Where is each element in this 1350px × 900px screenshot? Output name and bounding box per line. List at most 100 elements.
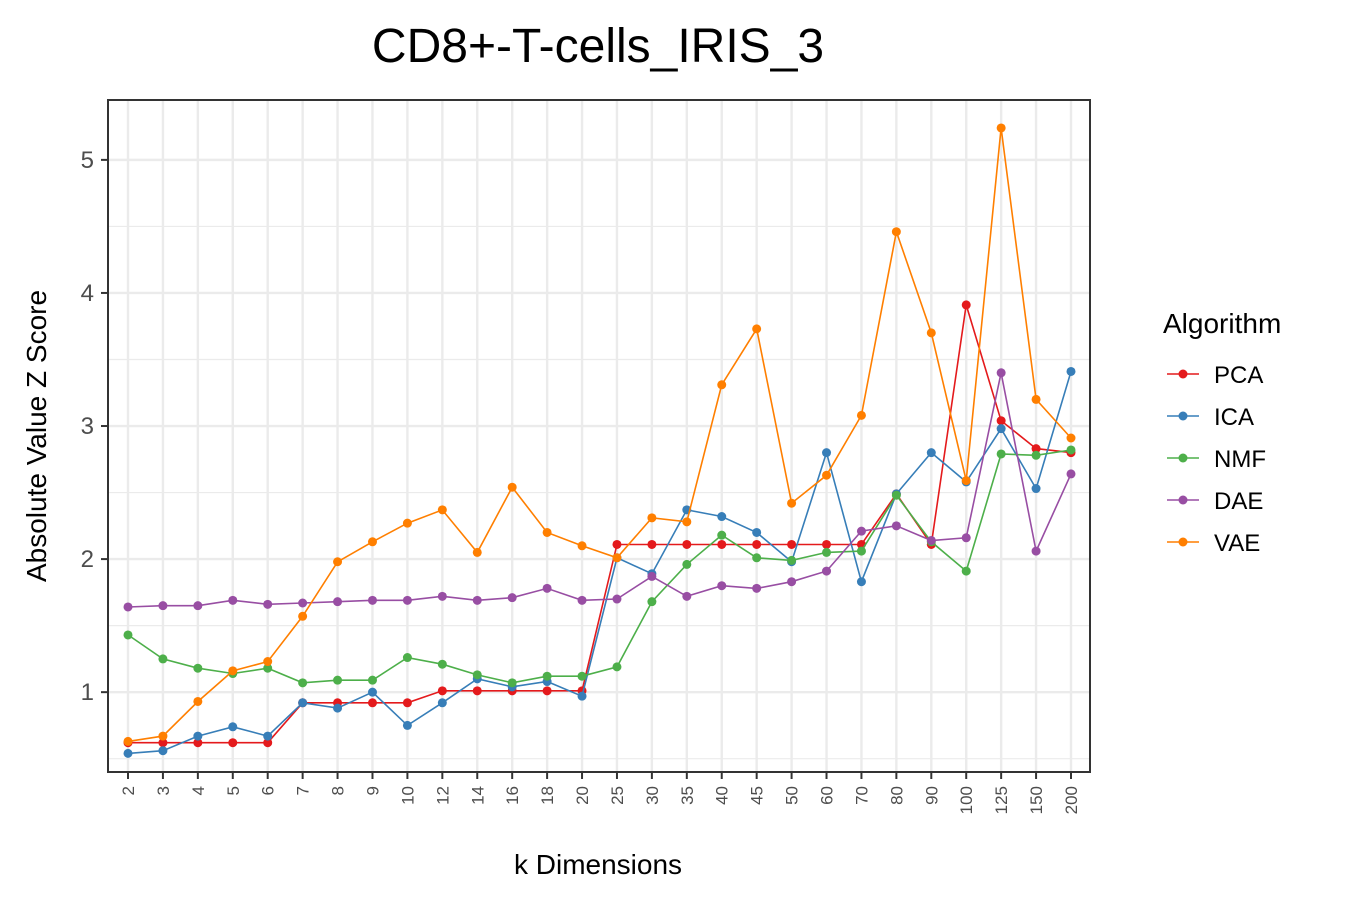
data-point	[612, 539, 622, 549]
data-point	[612, 553, 622, 563]
data-point	[298, 698, 308, 708]
data-point	[787, 577, 797, 587]
data-point	[717, 380, 727, 390]
data-point	[1031, 484, 1041, 494]
series-vae	[123, 123, 1076, 746]
x-axis-title: k Dimensions	[514, 849, 682, 880]
data-point	[333, 557, 343, 567]
data-point	[647, 539, 657, 549]
y-axis-title: Absolute Value Z Score	[21, 290, 52, 582]
data-point	[158, 654, 168, 664]
data-point	[682, 591, 692, 601]
data-point	[717, 512, 727, 522]
data-point	[822, 539, 832, 549]
legend-item-ica: ICA	[1167, 404, 1254, 431]
data-point	[333, 703, 343, 713]
x-tick-label: 150	[1027, 786, 1046, 814]
x-tick-label: 4	[189, 786, 208, 795]
legend-label: VAE	[1214, 530, 1260, 557]
data-point	[402, 653, 412, 663]
data-point	[647, 597, 657, 607]
data-point	[961, 566, 971, 576]
data-point	[158, 731, 168, 741]
data-point	[472, 547, 482, 557]
data-point	[193, 696, 203, 706]
y-tick-label: 5	[81, 147, 94, 174]
data-point	[787, 539, 797, 549]
x-tick-label: 200	[1062, 786, 1081, 814]
legend-marker	[1178, 495, 1188, 505]
data-point	[577, 595, 587, 605]
data-point	[577, 541, 587, 551]
series-ica	[123, 366, 1076, 758]
data-point	[542, 583, 552, 593]
data-point	[961, 476, 971, 486]
series-nmf	[123, 445, 1076, 688]
legend: Algorithm PCA ICA NMF DAE VAE	[1163, 308, 1281, 557]
series-line	[127, 371, 1072, 755]
series-line	[128, 304, 1072, 744]
x-tick-label: 30	[643, 786, 662, 805]
data-point	[647, 513, 657, 523]
data-point	[926, 328, 936, 338]
data-point	[158, 738, 168, 748]
x-tick-label: 5	[224, 786, 243, 795]
data-point	[367, 687, 377, 697]
x-tick-label: 80	[887, 786, 906, 805]
gridlines	[108, 100, 1090, 772]
x-tick-label: 8	[329, 786, 348, 795]
data-point	[542, 527, 552, 537]
x-tick-label: 10	[398, 786, 417, 805]
x-tick-label: 45	[748, 786, 767, 805]
legend-item-vae: VAE	[1167, 530, 1260, 557]
data-point	[787, 555, 797, 565]
data-point	[891, 521, 901, 531]
x-tick-label: 3	[154, 786, 173, 795]
data-point	[367, 595, 377, 605]
data-point	[437, 505, 447, 515]
data-point	[822, 448, 832, 458]
data-point	[717, 539, 727, 549]
panel-border	[107, 99, 1091, 773]
data-point	[752, 539, 762, 549]
y-tick-label: 1	[81, 679, 94, 706]
data-point	[507, 593, 517, 603]
data-point	[822, 566, 832, 576]
data-point	[123, 748, 133, 758]
series-dae	[123, 368, 1076, 612]
data-point	[263, 731, 273, 741]
data-point	[1031, 450, 1041, 460]
data-point	[507, 678, 517, 688]
data-point	[717, 530, 727, 540]
x-tick-label: 9	[363, 786, 382, 795]
series-group	[123, 123, 1076, 758]
data-point	[228, 595, 238, 605]
data-point	[961, 300, 971, 310]
y-tick-label: 4	[81, 280, 94, 307]
series-pca	[123, 300, 1076, 748]
data-point	[682, 559, 692, 569]
data-point	[996, 424, 1006, 434]
y-tick-label: 2	[81, 546, 94, 573]
chart-title: CD8+-T-cells_IRIS_3	[372, 20, 824, 73]
data-point	[123, 630, 133, 640]
data-point	[961, 533, 971, 543]
data-point	[367, 537, 377, 547]
legend-item-nmf: NMF	[1167, 446, 1266, 473]
y-tick-label: 3	[81, 413, 94, 440]
data-point	[891, 490, 901, 500]
data-point	[856, 577, 866, 587]
x-tick-label: 70	[852, 786, 871, 805]
x-tick-label: 14	[468, 786, 487, 805]
x-tick-label: 100	[957, 786, 976, 814]
data-point	[298, 678, 308, 688]
x-tick-label: 6	[259, 786, 278, 795]
data-point	[263, 738, 273, 748]
data-point	[123, 602, 133, 612]
legend-item-dae: DAE	[1167, 488, 1263, 515]
data-point	[752, 553, 762, 563]
data-point	[507, 482, 517, 492]
data-point	[472, 595, 482, 605]
data-point	[996, 123, 1006, 133]
